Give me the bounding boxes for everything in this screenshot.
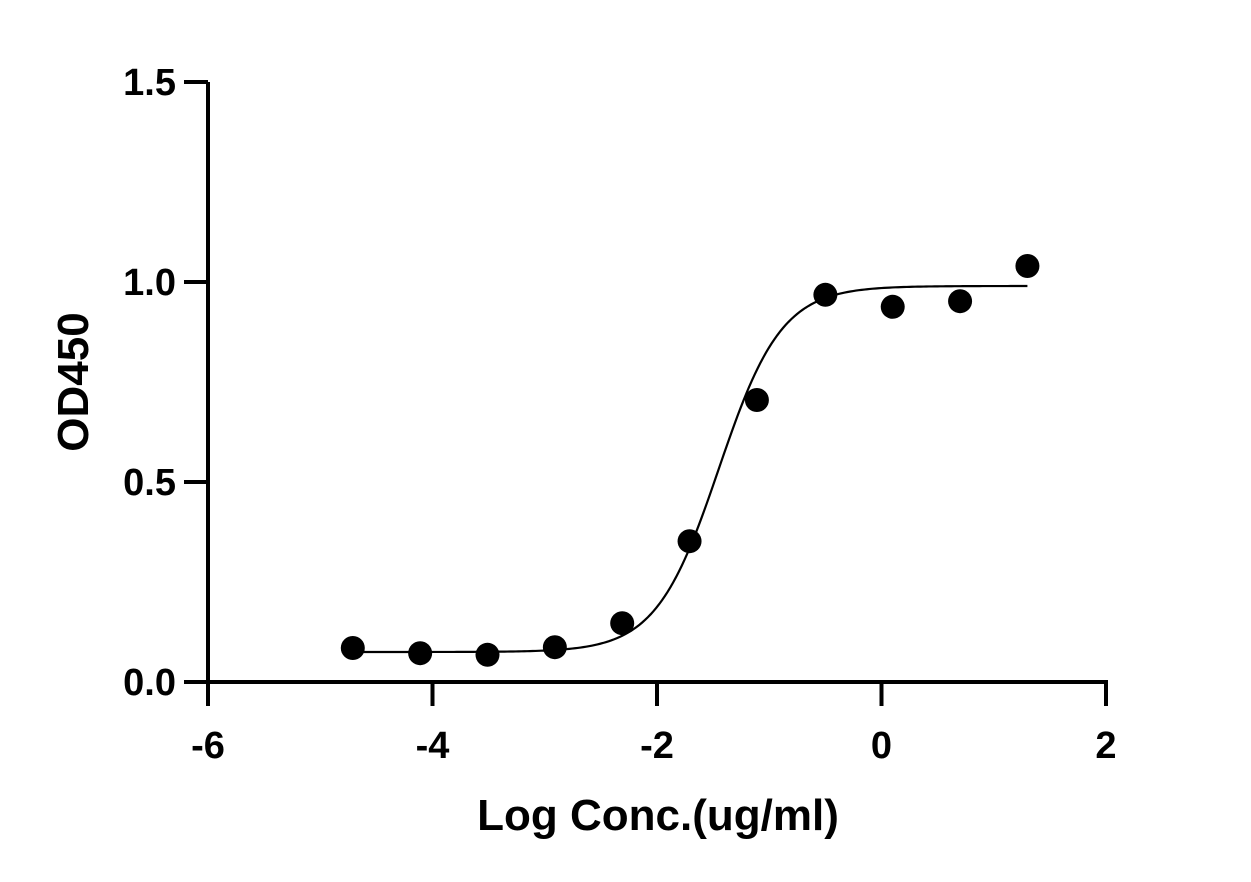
data-point	[1015, 254, 1040, 278]
y-ticks: 0.0 0.5 1.0 1.5	[123, 62, 208, 704]
data-point	[813, 282, 838, 307]
axes	[206, 82, 1108, 684]
data-point	[610, 611, 635, 636]
fit-curve	[352, 284, 1028, 654]
data-point	[542, 635, 567, 660]
x-tick-label: 0	[871, 725, 892, 767]
data-point	[880, 294, 905, 319]
x-tick-label: 2	[1095, 725, 1116, 767]
y-tick-label: 0.5	[123, 462, 176, 504]
y-tick-label: 1.5	[123, 62, 176, 104]
y-axis-title: OD450	[49, 312, 98, 451]
x-axis-title: Log Conc.(ug/ml)	[477, 791, 839, 840]
data-point	[948, 289, 973, 314]
x-tick-label: -2	[640, 725, 674, 767]
data-point	[677, 529, 702, 554]
data-point	[744, 388, 769, 412]
data-points	[340, 254, 1040, 667]
data-point	[408, 641, 433, 666]
data-point	[340, 636, 365, 660]
x-tick-label: -6	[191, 725, 225, 767]
y-tick-label: 1.0	[123, 262, 176, 304]
x-ticks: -6 -4 -2 0 2	[191, 682, 1117, 767]
data-point	[475, 642, 500, 667]
x-tick-label: -4	[416, 725, 450, 767]
y-tick-label: 0.0	[123, 662, 176, 704]
